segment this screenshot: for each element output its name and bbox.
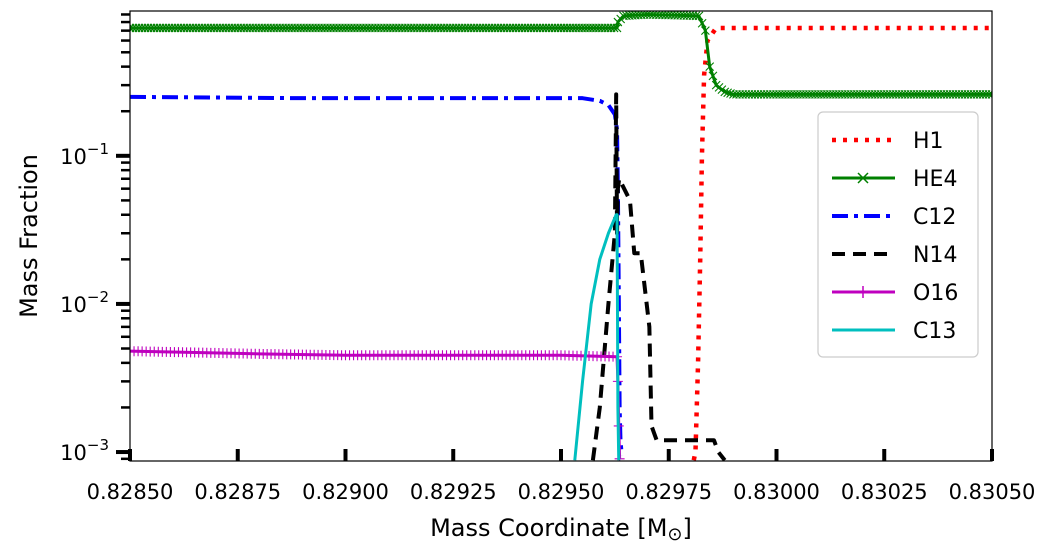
- point-marker: [741, 89, 751, 99]
- point-marker: [732, 89, 741, 99]
- x-tick-label: 0.82950: [518, 480, 605, 504]
- y-tick-label: 10−2: [60, 288, 109, 317]
- x-tick-label: 0.82975: [625, 480, 712, 504]
- series-line-h1: [691, 25, 992, 461]
- point-marker: [729, 89, 738, 99]
- point-marker: [765, 89, 775, 99]
- x-tick-label: 0.82850: [87, 480, 174, 504]
- legend-item-n14: N14: [832, 243, 957, 268]
- x-tick-label: 0.82900: [302, 480, 389, 504]
- point-marker: [700, 26, 710, 36]
- point-marker: [694, 11, 704, 21]
- point-marker: [705, 62, 715, 72]
- x-tick-label: 0.83050: [949, 480, 1036, 504]
- point-marker: [750, 89, 760, 99]
- series-h1: [691, 25, 992, 461]
- legend-item-o16: O16: [832, 281, 958, 306]
- series-markers-he4: [130, 11, 992, 99]
- legend-item-h1: H1: [832, 129, 944, 154]
- series-n14: [590, 92, 727, 461]
- y-tick-label: 10−3: [60, 436, 109, 465]
- point-marker: [723, 88, 733, 98]
- series-line-n14: [590, 92, 727, 461]
- x-tick-label: 0.82925: [410, 480, 497, 504]
- point-marker: [744, 89, 754, 99]
- point-marker: [691, 11, 701, 21]
- legend-label: C12: [913, 205, 956, 230]
- legend-marker: [857, 286, 869, 298]
- series-layer: [130, 11, 992, 461]
- legend-label: N14: [913, 243, 957, 268]
- legend-label: H1: [913, 129, 944, 154]
- series-line-c13: [573, 213, 621, 461]
- point-marker: [735, 89, 744, 99]
- series-he4: [130, 11, 992, 99]
- point-marker: [708, 71, 718, 81]
- legend-item-c13: C13: [832, 319, 956, 344]
- point-marker: [987, 89, 992, 99]
- legend-label: C13: [913, 319, 956, 344]
- point-marker: [609, 23, 619, 33]
- point-marker: [756, 89, 766, 99]
- point-marker: [747, 89, 757, 99]
- legend-marker: [857, 172, 869, 184]
- tick-label-layer: 0.82850 0.82875 0.82900 0.82925 0.82950 0.829…: [60, 140, 1035, 504]
- legend-item-he4: HE4: [832, 167, 957, 192]
- point-marker: [738, 89, 748, 99]
- y-axis-label: Mass Fraction: [15, 154, 43, 318]
- legend-label: O16: [913, 281, 958, 306]
- x-tick-label: 0.83000: [733, 480, 820, 504]
- x-tick-label: 0.83025: [841, 480, 928, 504]
- y-tick-label: 10−1: [60, 140, 109, 169]
- legend: H1 HE4 C12 N14 O16 C13: [817, 111, 979, 358]
- point-marker: [697, 18, 707, 28]
- x-tick-label: 0.82875: [194, 480, 281, 504]
- x-axis-label: Mass Coordinate [M⊙]: [430, 514, 692, 544]
- point-marker: [759, 89, 769, 99]
- axes-layer: [116, 10, 994, 462]
- point-marker: [753, 89, 763, 99]
- series-c13: [573, 213, 621, 461]
- legend-label: HE4: [913, 167, 957, 192]
- series-markers-o16: [130, 346, 625, 461]
- point-marker: [720, 87, 730, 97]
- point-marker: [762, 89, 772, 99]
- legend-item-c12: C12: [832, 205, 956, 230]
